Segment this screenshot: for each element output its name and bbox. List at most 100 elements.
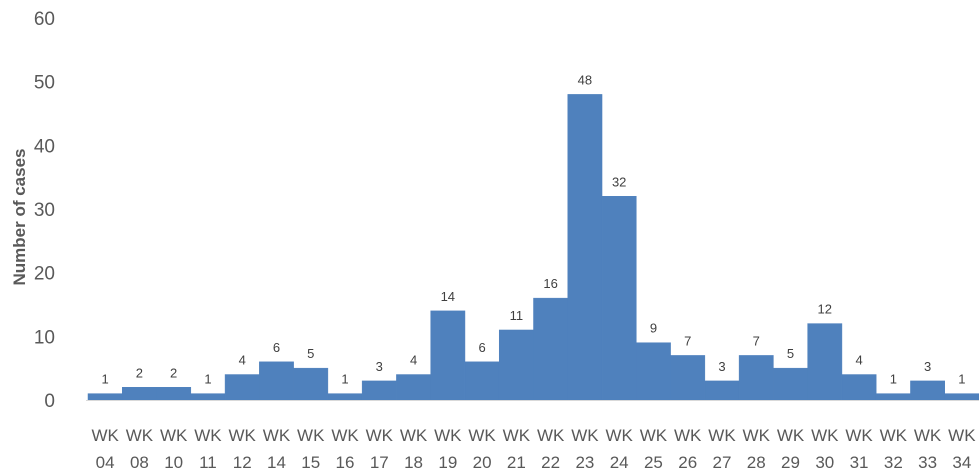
bar [224,374,260,401]
bar-value-label: 3 [718,359,725,374]
x-tick-label-week: 27 [713,453,732,472]
bar [533,297,569,401]
x-tick-label-week: 10 [164,453,183,472]
bar [601,196,637,401]
bar-value-label: 9 [650,321,657,336]
bar-value-label: 4 [410,353,417,368]
bar-value-label: 1 [341,372,348,387]
x-tick-label-prefix: WK [571,426,599,445]
bar-value-label: 4 [855,353,862,368]
bar-value-label: 3 [924,359,931,374]
bar-value-label: 32 [612,174,626,189]
x-tick-label-week: 29 [781,453,800,472]
bar-value-label: 1 [958,372,965,387]
bar [430,310,466,401]
x-tick-label-week: 33 [918,453,937,472]
x-tick-label-week: 28 [747,453,766,472]
bar-value-label: 7 [753,333,760,348]
y-tick-label: 50 [34,73,55,94]
x-tick-label-prefix: WK [468,426,496,445]
x-tick-label-prefix: WK [160,426,188,445]
x-tick-label-week: 19 [438,453,457,472]
bar-value-label: 3 [376,359,383,374]
x-tick-label-prefix: WK [743,426,771,445]
x-tick-label-prefix: WK [777,426,805,445]
bar-value-label: 12 [818,302,832,317]
x-tick-label-week: 23 [575,453,594,472]
bar-value-label: 2 [170,365,177,380]
y-tick-label: 0 [44,391,55,412]
x-tick-label-prefix: WK [880,426,908,445]
bar-value-label: 2 [136,365,143,380]
x-tick-label-week: 22 [541,453,560,472]
x-tick-label-week: 21 [507,453,526,472]
x-tick-label-week: 34 [952,453,971,472]
x-tick-label-prefix: WK [331,426,359,445]
bar [87,393,123,401]
x-tick-label-week: 18 [404,453,423,472]
y-tick-label: 10 [34,327,55,348]
x-tick-label-prefix: WK [263,426,291,445]
bar [807,323,843,401]
bar-value-label: 6 [478,340,485,355]
y-axis-label: Number of cases [10,149,29,286]
bar-value-label: 5 [787,346,794,361]
bar-value-label: 4 [239,353,246,368]
x-tick-label-prefix: WK [708,426,736,445]
bar-value-label: 6 [273,340,280,355]
bar [293,367,329,401]
x-tick-label-week: 25 [644,453,663,472]
x-tick-label-prefix: WK [537,426,565,445]
bar [773,367,808,401]
bar-value-label: 7 [684,333,691,348]
bar-value-label: 14 [441,289,455,304]
y-tick-label: 40 [34,136,55,157]
bar [190,393,226,401]
y-tick-label: 20 [34,264,55,285]
x-tick-label-prefix: WK [126,426,154,445]
bar [464,361,500,401]
bar-value-label: 11 [510,308,524,323]
bar [327,393,363,401]
x-tick-label-week: 31 [850,453,869,472]
x-tick-label-prefix: WK [948,426,976,445]
bar [738,355,774,401]
bars [87,94,979,401]
x-tick-label-week: 20 [473,453,492,472]
y-tick-label: 30 [34,200,55,221]
x-tick-label-week: 17 [370,453,389,472]
y-axis-ticks: 0 10 20 30 40 50 60 [34,9,55,412]
x-tick-label-week: 32 [884,453,903,472]
bar [670,355,706,401]
x-tick-label-prefix: WK [605,426,633,445]
bar-value-label: 16 [543,276,557,291]
x-tick-label-week: 11 [199,453,217,472]
x-tick-label-prefix: WK [503,426,531,445]
bar-value-label: 1 [890,372,897,387]
x-tick-label-week: 04 [96,453,115,472]
x-tick-label-week: 26 [678,453,697,472]
x-tick-label-week: 12 [233,453,252,472]
bar [498,329,534,401]
bar [156,387,192,401]
x-tick-label-prefix: WK [640,426,668,445]
x-tick-label-prefix: WK [914,426,942,445]
bar-value-label: 5 [307,346,314,361]
x-tick-label-prefix: WK [845,426,873,445]
x-tick-label-prefix: WK [366,426,394,445]
bar [361,380,397,401]
bar-value-label: 48 [578,72,592,87]
x-tick-label-week: 30 [815,453,834,472]
x-tick-label-prefix: WK [194,426,222,445]
bar [875,393,911,401]
bar-value-label: 1 [204,372,211,387]
bar [636,342,671,401]
bar-value-label: 1 [102,372,109,387]
bar [841,374,877,401]
x-axis-categories: WK 04 WK 08 WK 10 WK 11 WK 12 WK 14 WK 15 WK 16 WK 17 WK 18… [91,426,976,472]
x-tick-label-prefix: WK [434,426,462,445]
x-tick-label-week: 16 [336,453,355,472]
y-tick-label: 60 [34,9,55,30]
